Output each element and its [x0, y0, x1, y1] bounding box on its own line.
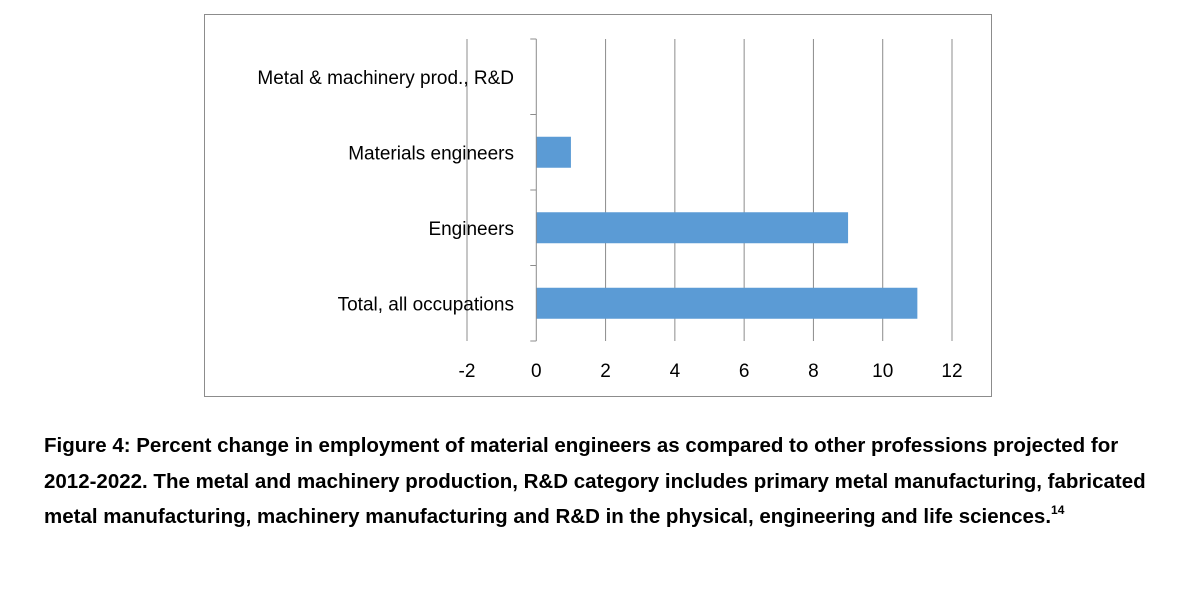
tick-label-5: 6 — [739, 361, 750, 382]
value-axis — [530, 38, 537, 342]
tick-label-7: 10 — [872, 361, 893, 382]
category-labels: Metal & machinery prod., R&D Materials en… — [257, 68, 514, 316]
gridlines — [466, 39, 953, 341]
chart-frame: Metal & machinery prod., R&D Materials en… — [204, 14, 992, 397]
bar-2 — [536, 136, 571, 168]
bar-chart: Metal & machinery prod., R&D Materials en… — [257, 38, 963, 382]
tick-label-6: 8 — [808, 361, 819, 382]
category-label-1: Metal & machinery prod., R&D — [257, 68, 514, 89]
tick-label-3: 2 — [600, 361, 611, 382]
tick-labels: -2 0 2 4 6 8 10 12 — [459, 361, 963, 382]
footnote-ref: 14 — [1051, 503, 1065, 517]
tick-label-8: 12 — [941, 361, 962, 382]
category-label-3: Engineers — [428, 219, 514, 240]
tick-label-1: -2 — [459, 361, 476, 382]
category-label-4: Total, all occupations — [338, 294, 514, 315]
bar-3 — [536, 212, 849, 244]
bar-4 — [536, 287, 918, 319]
tick-label-2: 0 — [531, 361, 542, 382]
bars — [536, 136, 918, 319]
caption-text: Figure 4: Percent change in employment o… — [44, 434, 1146, 528]
category-label-2: Materials engineers — [348, 143, 514, 164]
tick-label-4: 4 — [670, 361, 681, 382]
figure-caption: Figure 4: Percent change in employment o… — [44, 428, 1164, 535]
